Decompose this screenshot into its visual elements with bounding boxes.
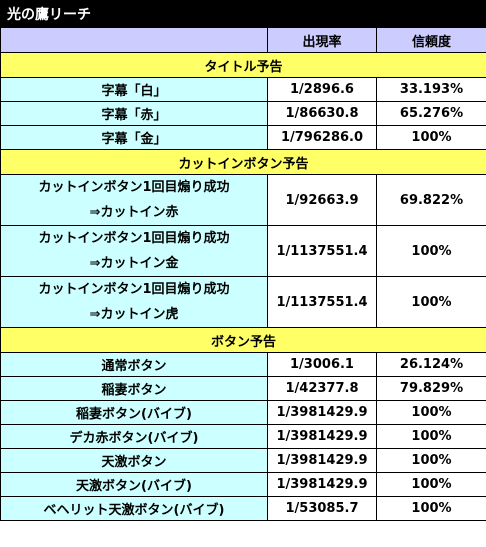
section-heading: タイトル予告 [0, 52, 486, 78]
row-rate: 1/53085.7 [267, 496, 377, 521]
row-rate: 1/1137551.4 [267, 276, 377, 328]
row-trust: 100% [375, 424, 486, 449]
row-rate: 1/3981429.9 [267, 472, 377, 497]
table-row: カットインボタン1回目煽り成功 ⇒カットイン金 1/1137551.4 100% [0, 225, 486, 277]
row-trust: 65.276% [375, 101, 486, 126]
row-label: 稲妻ボタン [0, 376, 268, 401]
row-label: 稲妻ボタン(バイブ) [0, 400, 268, 425]
row-trust: 100% [375, 125, 486, 150]
header-row: 出現率 信頼度 [0, 27, 486, 53]
row-trust: 100% [375, 276, 486, 328]
table-row: 字幕「金」 1/796286.0 100% [0, 125, 486, 150]
row-trust: 100% [375, 225, 486, 277]
header-appearance-rate: 出現率 [267, 27, 377, 53]
row-trust: 100% [375, 400, 486, 425]
row-rate: 1/42377.8 [267, 376, 377, 401]
row-label: 字幕「金」 [0, 125, 268, 150]
row-label-line2: ⇒カットイン虎 [89, 307, 179, 322]
row-label-line1: カットインボタン1回目煽り成功 [38, 282, 230, 297]
table-row: カットインボタン1回目煽り成功 ⇒カットイン虎 1/1137551.4 100% [0, 276, 486, 328]
row-trust: 100% [375, 496, 486, 521]
table-row: 字幕「赤」 1/86630.8 65.276% [0, 101, 486, 126]
row-rate: 1/796286.0 [267, 125, 377, 150]
row-label: 字幕「白」 [0, 77, 268, 102]
header-blank [0, 27, 268, 53]
section-row-cutin-button-notice: カットインボタン予告 [0, 149, 486, 175]
row-rate: 1/86630.8 [267, 101, 377, 126]
table-row: 通常ボタン 1/3006.1 26.124% [0, 352, 486, 377]
row-rate: 1/3981429.9 [267, 448, 377, 473]
table-row: デカ赤ボタン(バイブ) 1/3981429.9 100% [0, 424, 486, 449]
reach-stats-table: 光の鷹リーチ 出現率 信頼度 タイトル予告 字幕「白」 1/2896.6 33.… [0, 0, 486, 521]
header-reliability: 信頼度 [375, 27, 486, 53]
row-rate: 1/3981429.9 [267, 424, 377, 449]
row-label: カットインボタン1回目煽り成功 ⇒カットイン金 [0, 225, 268, 277]
section-row-title-notice: タイトル予告 [0, 52, 486, 78]
table-row: カットインボタン1回目煽り成功 ⇒カットイン赤 1/92663.9 69.822… [0, 174, 486, 226]
row-label-line1: カットインボタン1回目煽り成功 [38, 180, 230, 195]
row-label: 天激ボタン [0, 448, 268, 473]
section-heading: カットインボタン予告 [0, 149, 486, 175]
table-row: 稲妻ボタン(バイブ) 1/3981429.9 100% [0, 400, 486, 425]
row-rate: 1/3981429.9 [267, 400, 377, 425]
row-rate: 1/2896.6 [267, 77, 377, 102]
row-label: ベヘリット天激ボタン(バイブ) [0, 496, 268, 521]
table-row: ベヘリット天激ボタン(バイブ) 1/53085.7 100% [0, 496, 486, 521]
row-label-line2: ⇒カットイン金 [89, 256, 179, 271]
row-trust: 33.193% [375, 77, 486, 102]
row-rate: 1/92663.9 [267, 174, 377, 226]
row-trust: 100% [375, 448, 486, 473]
row-label: 字幕「赤」 [0, 101, 268, 126]
row-label: カットインボタン1回目煽り成功 ⇒カットイン虎 [0, 276, 268, 328]
title-row: 光の鷹リーチ [0, 0, 486, 28]
row-trust: 100% [375, 472, 486, 497]
row-trust: 79.829% [375, 376, 486, 401]
row-trust: 69.822% [375, 174, 486, 226]
table-title: 光の鷹リーチ [0, 0, 486, 28]
row-label-line1: カットインボタン1回目煽り成功 [38, 231, 230, 246]
row-label: デカ赤ボタン(バイブ) [0, 424, 268, 449]
row-label-line2: ⇒カットイン赤 [89, 205, 179, 220]
table-row: 字幕「白」 1/2896.6 33.193% [0, 77, 486, 102]
table-row: 天激ボタン(バイブ) 1/3981429.9 100% [0, 472, 486, 497]
table-row: 天激ボタン 1/3981429.9 100% [0, 448, 486, 473]
table-row: 稲妻ボタン 1/42377.8 79.829% [0, 376, 486, 401]
section-row-button-notice: ボタン予告 [0, 327, 486, 353]
row-rate: 1/1137551.4 [267, 225, 377, 277]
row-rate: 1/3006.1 [267, 352, 377, 377]
section-heading: ボタン予告 [0, 327, 486, 353]
row-trust: 26.124% [375, 352, 486, 377]
row-label: カットインボタン1回目煽り成功 ⇒カットイン赤 [0, 174, 268, 226]
row-label: 天激ボタン(バイブ) [0, 472, 268, 497]
row-label: 通常ボタン [0, 352, 268, 377]
